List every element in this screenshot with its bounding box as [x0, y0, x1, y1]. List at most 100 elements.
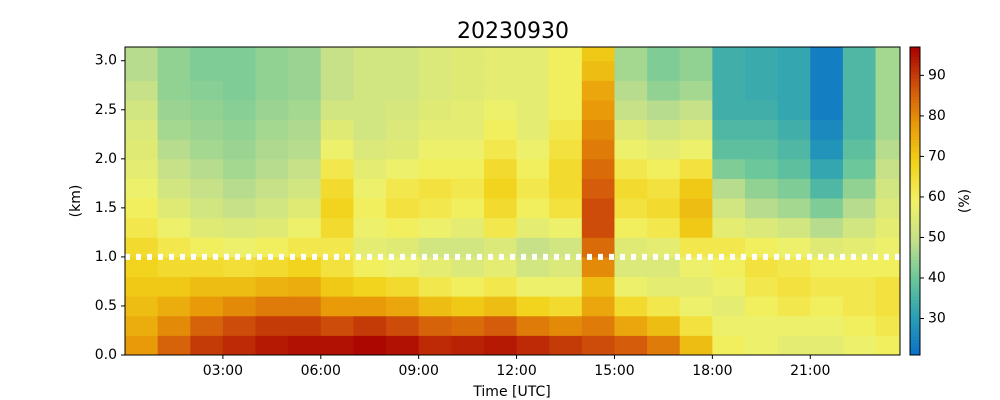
- heatmap-cell: [418, 47, 452, 62]
- colorbar-swatch: [910, 120, 920, 125]
- heatmap-cell: [516, 99, 550, 121]
- heatmap-cell: [222, 139, 257, 160]
- colorbar-swatch: [910, 324, 920, 328]
- heatmap-cell: [222, 315, 257, 336]
- heatmap-cell: [777, 80, 811, 101]
- heatmap-cell: [125, 276, 159, 297]
- colorbar-tick-label: 70: [928, 148, 946, 164]
- heatmap-cell: [712, 47, 746, 62]
- colorbar-swatch: [910, 87, 920, 91]
- heatmap-cell: [288, 119, 322, 140]
- colorbar-swatch: [910, 176, 920, 180]
- heatmap-cell: [320, 99, 354, 121]
- heatmap-cell: [222, 276, 257, 297]
- heatmap-cell: [222, 335, 257, 355]
- heatmap-cell: [255, 276, 289, 297]
- heatmap-cell: [320, 237, 354, 258]
- colorbar-swatch: [910, 318, 920, 322]
- colorbar-tick-label: 60: [928, 189, 946, 205]
- heatmap-cell: [353, 335, 387, 355]
- heatmap-cell: [516, 47, 550, 62]
- colorbar-swatch: [910, 62, 920, 66]
- heatmap-cell: [712, 276, 746, 297]
- heatmap-cell: [386, 256, 420, 278]
- colorbar-swatch: [910, 53, 920, 57]
- heatmap-cell: [842, 256, 877, 278]
- heatmap-cell: [842, 80, 877, 101]
- heatmap-cell: [157, 60, 191, 81]
- colorbar-swatch: [910, 93, 920, 97]
- heatmap-cell: [386, 47, 420, 62]
- heatmap-cell: [483, 217, 518, 238]
- x-tick-label: 06:00: [301, 363, 341, 379]
- colorbar-swatch: [910, 65, 920, 70]
- colorbar-swatch: [910, 124, 920, 128]
- heatmap-cell: [647, 47, 681, 62]
- heatmap-cell: [451, 237, 485, 258]
- colorbar-swatch: [910, 262, 920, 267]
- heatmap-cell: [842, 198, 877, 219]
- colorbar-swatch: [910, 80, 920, 85]
- heatmap-cell: [745, 99, 779, 121]
- heatmap-cell: [386, 139, 420, 160]
- heatmap-cell: [451, 276, 485, 297]
- heatmap-cell: [581, 60, 615, 81]
- heatmap-cell: [549, 217, 583, 238]
- heatmap-cell: [288, 198, 322, 219]
- colorbar-swatch: [910, 348, 920, 353]
- heatmap-cell: [451, 99, 485, 121]
- heatmap-cell: [875, 237, 900, 258]
- heatmap-cell: [222, 99, 257, 121]
- heatmap-cell: [288, 178, 322, 199]
- heatmap-cell: [516, 237, 550, 258]
- heatmap-cell: [320, 119, 354, 140]
- heatmap-cell: [418, 139, 452, 160]
- colorbar-swatch: [910, 191, 920, 196]
- heatmap-cell: [320, 217, 354, 238]
- heatmap-cell: [190, 60, 224, 81]
- heatmap-cell: [386, 237, 420, 258]
- heatmap-cell: [222, 119, 257, 140]
- heatmap-cell: [647, 276, 681, 297]
- heatmap-cell: [549, 237, 583, 258]
- colorbar-swatch: [910, 231, 920, 236]
- heatmap-cell: [810, 296, 844, 317]
- heatmap-cell: [222, 158, 257, 179]
- colorbar-swatch: [910, 164, 920, 168]
- colorbar-swatch: [910, 210, 920, 214]
- heatmap-cell: [320, 80, 354, 101]
- heatmap-cell: [418, 99, 452, 121]
- heatmap-cell: [190, 139, 224, 160]
- heatmap-cell: [777, 47, 811, 62]
- heatmap-cell: [157, 217, 191, 238]
- heatmap-cell: [255, 139, 289, 160]
- heatmap-cell: [679, 296, 713, 317]
- heatmap-cell: [483, 178, 518, 199]
- heatmap-cell: [320, 178, 354, 199]
- heatmap-cell: [353, 158, 387, 179]
- heatmap-cell: [810, 60, 844, 81]
- colorbar-swatch: [910, 151, 920, 156]
- heatmap-cell: [745, 335, 779, 355]
- heatmap-cell: [288, 158, 322, 179]
- colorbar-swatch: [910, 333, 920, 338]
- heatmap-cell: [614, 217, 648, 238]
- colorbar-swatch: [910, 287, 920, 291]
- heatmap-cell: [614, 335, 648, 355]
- heatmap-cell: [288, 217, 322, 238]
- heatmap-cell: [745, 237, 779, 258]
- heatmap-cell: [549, 315, 583, 336]
- heatmap-cell: [712, 217, 746, 238]
- colorbar-swatch: [910, 271, 920, 276]
- heatmap-cell: [451, 296, 485, 317]
- heatmap-cell: [418, 256, 452, 278]
- heatmap-cell: [157, 276, 191, 297]
- colorbar-swatch: [910, 351, 920, 356]
- colorbar-swatch: [910, 50, 920, 54]
- heatmap-cell: [679, 99, 713, 121]
- colorbar-swatch: [910, 154, 920, 159]
- colorbar-swatch: [910, 342, 920, 347]
- heatmap-cell: [614, 80, 648, 101]
- heatmap-cell: [255, 217, 289, 238]
- heatmap-cell: [679, 198, 713, 219]
